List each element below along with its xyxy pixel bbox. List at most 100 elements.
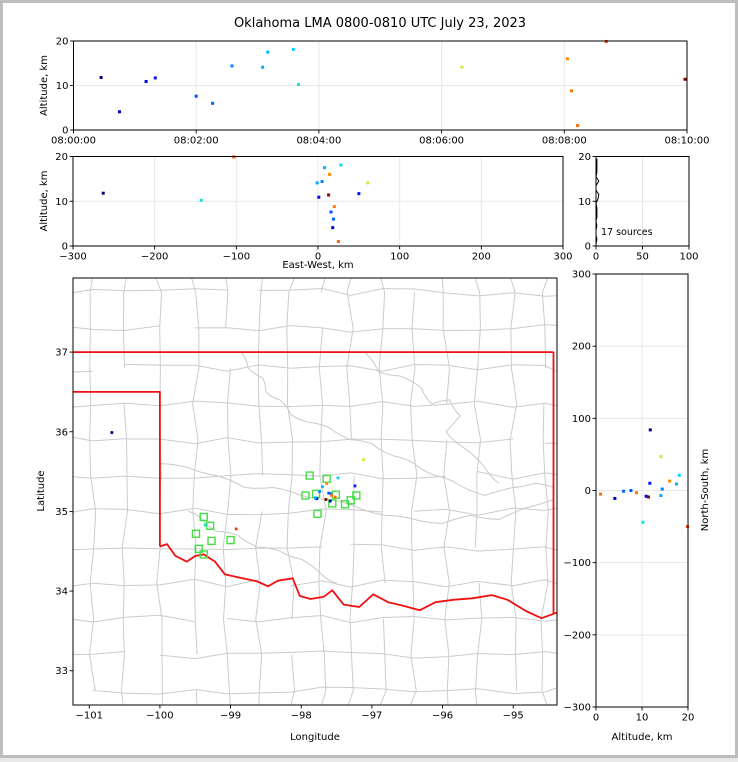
y-tick-label: 35 <box>55 507 68 518</box>
state-border-line <box>159 543 557 620</box>
source-point-ns-height <box>644 494 648 498</box>
x-tick-label: 08:04:00 <box>296 136 341 147</box>
time-height-ylabel: Altitude, km <box>39 55 50 116</box>
x-tick-label: 100 <box>679 252 698 263</box>
x-tick-label: −300 <box>59 252 86 263</box>
source-point-map <box>318 490 321 493</box>
source-point-time-height <box>565 57 569 61</box>
source-point-ns-height <box>599 492 603 496</box>
lma-station-marker <box>207 536 216 546</box>
source-point-map <box>313 496 317 500</box>
source-point-ew-height <box>336 240 340 244</box>
source-point-time-height <box>194 94 198 98</box>
x-tick-label: −96 <box>432 711 453 722</box>
source-point-time-height <box>291 47 295 51</box>
tick-labels-layer: 08:00:00 08:02:00 08:04:00 08:06:00 08:08:00… <box>51 37 709 724</box>
source-point-map <box>328 499 332 503</box>
source-point-map <box>203 523 207 527</box>
y-tick-label: −100 <box>564 558 591 569</box>
source-point-ns-height <box>634 491 638 495</box>
y-tick-label: 20 <box>56 37 69 48</box>
y-tick-label: 10 <box>55 197 68 208</box>
source-point-map <box>336 476 340 480</box>
y-tick-label: 0 <box>62 126 68 137</box>
source-point-time-height <box>569 89 573 93</box>
source-point-ns-height <box>641 520 645 524</box>
x-tick-label: 08:08:00 <box>542 136 587 147</box>
lma-station-marker <box>205 521 215 530</box>
source-point-ew-height <box>317 195 321 199</box>
source-point-map <box>327 491 331 495</box>
source-point-ns-height <box>659 494 663 498</box>
lma-station-marker <box>346 496 355 505</box>
lma-station-marker <box>305 471 314 480</box>
scatter-points-layer <box>99 39 690 531</box>
source-point-map <box>353 484 357 488</box>
x-tick-label: 200 <box>472 252 491 263</box>
source-point-ew-height <box>199 198 203 202</box>
y-tick-label: 33 <box>55 666 68 677</box>
source-point-map <box>333 495 337 499</box>
y-tick-label: −200 <box>564 630 591 641</box>
x-tick-label: 300 <box>553 252 572 263</box>
source-point-time-height <box>144 79 148 83</box>
x-tick-label: 08:00:00 <box>51 136 96 147</box>
sources-count-annotation: 17 sources <box>601 227 653 238</box>
y-tick-label: 10 <box>578 197 591 208</box>
lma-station-marker <box>301 491 310 500</box>
source-point-ew-height <box>357 192 361 196</box>
source-point-ns-height <box>677 473 681 477</box>
source-point-ns-height <box>613 496 617 500</box>
source-point-map <box>321 485 324 489</box>
x-tick-label: 10 <box>636 713 649 724</box>
source-point-time-height <box>460 65 464 69</box>
y-tick-label: 0 <box>585 486 591 497</box>
x-tick-label: 100 <box>390 252 409 263</box>
ew-height-ylabel: Altitude, km <box>39 171 50 232</box>
x-tick-label: −99 <box>220 711 241 722</box>
source-point-ns-height <box>660 487 664 491</box>
river-line <box>159 463 554 524</box>
y-tick-label: 20 <box>578 152 591 163</box>
source-point-ew-height <box>366 181 370 185</box>
x-tick-label: −97 <box>361 711 382 722</box>
y-tick-label: 0 <box>62 242 68 253</box>
y-tick-label: 20 <box>55 152 68 163</box>
river-line <box>240 351 554 497</box>
x-tick-label: −100 <box>223 252 250 263</box>
source-point-map <box>324 498 328 501</box>
y-tick-label: 36 <box>55 427 68 438</box>
source-point-ns-height <box>668 479 672 483</box>
river-line <box>188 510 337 584</box>
lma-station-marker <box>352 491 361 500</box>
source-point-ns-height <box>659 455 663 459</box>
source-point-ew-height <box>327 172 331 176</box>
source-point-time-height <box>211 101 215 105</box>
county-boundaries <box>73 278 557 705</box>
y-tick-label: 10 <box>56 81 69 92</box>
y-tick-label: 34 <box>55 587 68 598</box>
ns-height-xlabel: Altitude, km <box>612 732 673 743</box>
gridlines-layer <box>72 40 690 708</box>
plan-view-map-panel <box>72 277 558 706</box>
source-point-map <box>110 431 114 434</box>
source-point-ew-height <box>315 181 319 185</box>
source-point-time-height <box>576 124 580 128</box>
source-point-map <box>315 497 319 501</box>
lma-station-marker <box>226 535 235 545</box>
source-point-ns-height <box>629 489 633 492</box>
x-tick-label: −98 <box>291 711 312 722</box>
source-point-ns-height <box>622 489 626 493</box>
source-point-ew-height <box>320 180 324 184</box>
state-border-line <box>73 390 161 547</box>
x-tick-label: −95 <box>503 711 524 722</box>
ns-height-ylabel: North-South, km <box>700 449 711 532</box>
source-point-ew-height <box>327 193 331 197</box>
y-tick-label: 37 <box>55 348 68 359</box>
ew-height-xlabel: East-West, km <box>282 260 353 271</box>
source-point-time-height <box>118 110 122 114</box>
source-point-map <box>362 458 365 462</box>
source-point-time-height <box>153 76 157 80</box>
